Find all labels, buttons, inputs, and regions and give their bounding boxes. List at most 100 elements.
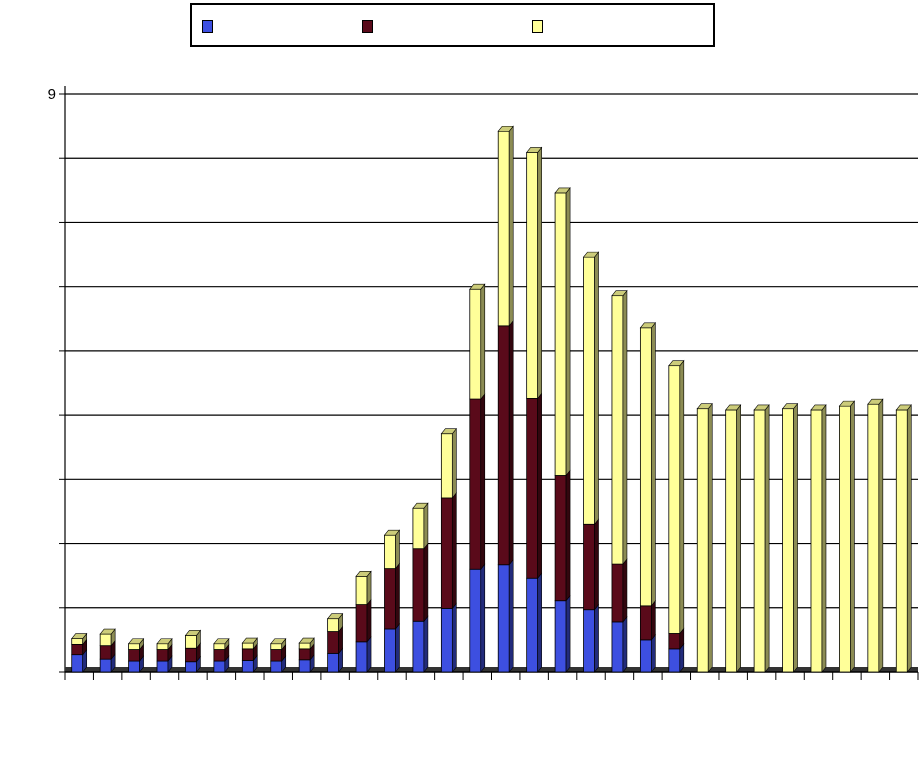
legend <box>190 3 715 47</box>
bar-segment <box>412 620 425 673</box>
bar-side <box>622 289 628 565</box>
bar-segment <box>469 288 482 400</box>
bar-segment <box>270 660 283 673</box>
bar-segment <box>270 649 283 662</box>
bar-segment <box>810 409 823 673</box>
bar-segment <box>185 647 197 663</box>
bar-segment <box>128 643 140 650</box>
bar-top <box>241 637 258 644</box>
bar-top <box>838 400 856 407</box>
bar-segment <box>497 325 510 566</box>
bar-segment <box>526 398 539 579</box>
bar-top <box>526 147 543 153</box>
bar-segment <box>412 548 425 622</box>
bar-side <box>793 402 798 673</box>
bar-top <box>469 283 486 290</box>
bar-segment <box>469 568 482 673</box>
bar-side <box>537 146 542 400</box>
bar-side <box>594 518 599 611</box>
bar-segment <box>185 634 197 649</box>
bar-segment <box>355 575 368 605</box>
bar-top <box>497 125 514 132</box>
legend-item-2 <box>362 18 379 34</box>
bar-side <box>452 602 457 673</box>
bar-segment <box>668 365 681 634</box>
bar-segment <box>156 649 169 662</box>
bar-segment <box>526 152 539 399</box>
bar-segment <box>782 408 794 673</box>
bar-side <box>395 562 400 630</box>
bar-segment <box>241 660 254 673</box>
bar-top <box>71 633 88 639</box>
bar-segment <box>583 256 595 525</box>
bar-top <box>895 404 912 411</box>
bar-segment <box>583 523 595 611</box>
bar-segment <box>213 660 226 673</box>
bar-segment <box>156 643 169 650</box>
bar-segment <box>384 534 396 570</box>
bar-segment <box>241 642 254 650</box>
legend-swatch-3 <box>532 19 543 33</box>
bar-segment <box>668 648 681 673</box>
bar-segment <box>839 405 851 673</box>
bar-segment <box>867 403 880 673</box>
bar-side <box>622 558 628 623</box>
bar-side <box>508 558 514 673</box>
bar-segment <box>611 563 624 623</box>
bar-side <box>423 542 429 623</box>
bar-side <box>537 392 542 580</box>
bar-side <box>423 502 429 550</box>
bar-top <box>725 404 742 411</box>
bar-top <box>383 529 401 536</box>
bar-side <box>906 404 912 673</box>
bar-segment <box>384 568 396 630</box>
bar-segment <box>156 660 169 673</box>
legend-item-3 <box>532 18 549 34</box>
bar-segment <box>128 649 140 662</box>
legend-swatch-2 <box>362 19 373 33</box>
bar-segment <box>99 633 112 647</box>
bar-top <box>156 638 173 645</box>
bar-side <box>707 402 713 673</box>
bar-segment <box>99 645 112 660</box>
bar-segment <box>440 608 453 673</box>
bar-top <box>127 638 145 645</box>
bar-segment <box>327 618 340 632</box>
bar-top <box>582 251 600 258</box>
bar-top <box>668 360 685 366</box>
bar-segment <box>639 639 652 673</box>
bar-side <box>594 603 599 673</box>
bar-segment <box>298 642 311 650</box>
bar-side <box>736 404 741 673</box>
bar-top <box>867 398 884 405</box>
bar-side <box>594 251 599 526</box>
bar-segment <box>725 409 738 673</box>
bar-segment <box>71 654 84 673</box>
bar-top <box>696 403 713 409</box>
bar-side <box>366 635 372 673</box>
bar-segment <box>554 192 567 476</box>
bar-segment <box>497 564 510 673</box>
bar-segment <box>185 661 197 673</box>
bar-side <box>508 319 514 566</box>
bar-side <box>565 469 571 602</box>
legend-item-1 <box>202 18 219 34</box>
bar-side <box>850 400 855 673</box>
bar-side <box>452 492 457 610</box>
bar-top <box>412 502 429 509</box>
bar-top <box>99 628 116 635</box>
bar-segment <box>440 497 453 609</box>
bar-side <box>821 404 827 673</box>
bar-top <box>213 638 230 645</box>
bar-side <box>651 321 656 607</box>
bar-segment <box>355 641 368 673</box>
bar-side <box>679 359 685 635</box>
bar-side <box>651 599 656 641</box>
legend-swatch-1 <box>202 19 213 33</box>
bar-segment <box>298 648 311 661</box>
bar-side <box>565 594 571 673</box>
bar-segment <box>668 633 681 650</box>
bar-side <box>764 404 770 673</box>
bar-side <box>537 572 542 673</box>
